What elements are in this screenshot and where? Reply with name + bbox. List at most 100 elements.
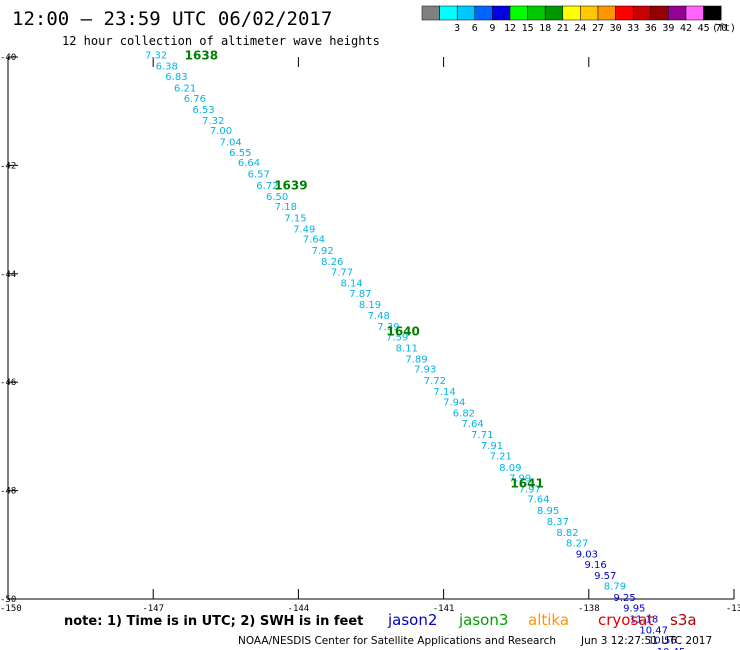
swh-value: 9.25 xyxy=(613,593,635,604)
legend-swatch xyxy=(527,5,546,21)
lat-tick-label: -42 xyxy=(0,161,16,171)
satellite-s3a: s3a xyxy=(670,611,697,629)
legend-label: 6 xyxy=(472,23,478,34)
swh-value: 8.82 xyxy=(556,528,578,539)
swh-value: 8.14 xyxy=(341,278,363,289)
page-title: 12:00 – 23:59 UTC 06/02/2017 xyxy=(12,8,332,30)
swh-value: 10.45 xyxy=(657,647,686,650)
swh-value: 7.99 xyxy=(509,474,531,485)
swh-value: 8.79 xyxy=(604,581,626,592)
legend-label: 42 xyxy=(680,23,692,34)
swh-value: 7.91 xyxy=(481,441,503,452)
legend-label: 15 xyxy=(522,23,534,34)
swh-value: 7.87 xyxy=(349,289,371,300)
swh-value: 7.32 xyxy=(145,50,167,61)
swh-value: 7.14 xyxy=(433,387,455,398)
lat-tick-label: -46 xyxy=(0,378,16,388)
swh-value: 7.21 xyxy=(490,451,512,462)
swh-value: 7.94 xyxy=(443,398,465,409)
legend-swatch xyxy=(439,5,458,21)
swh-value: 6.76 xyxy=(184,94,206,105)
swh-value: 7.64 xyxy=(527,495,549,506)
swh-value: 7.39 xyxy=(377,322,399,333)
footer-credit: NOAA/NESDIS Center for Satellite Applica… xyxy=(238,635,556,647)
swh-value: 8.09 xyxy=(499,463,521,474)
legend-label: 33 xyxy=(627,23,639,34)
lat-tick-label: -44 xyxy=(0,270,16,280)
lon-tick-label: -147 xyxy=(142,604,164,614)
color-legend: 3 6 9 12 15 18 21 24 27 30 33 36 39 42 45 70 xyxy=(421,5,727,34)
footer-note: note: 1) Time is in UTC; 2) SWH is in fe… xyxy=(64,614,363,629)
legend-swatch xyxy=(668,5,687,21)
legend-swatch xyxy=(456,5,476,21)
pass-time-label: 1641 xyxy=(510,476,543,490)
satellite-legend: jason2 jason3 altika cryosat s3a xyxy=(387,611,697,629)
lon-tick-label: -13 xyxy=(726,604,740,614)
legend-label: 27 xyxy=(592,23,604,34)
legend-swatch xyxy=(474,5,493,21)
lat-tick-label: -50 xyxy=(0,595,16,605)
swh-value: 8.27 xyxy=(566,539,588,550)
lon-tick-label: -141 xyxy=(433,604,455,614)
swh-value: 7.00 xyxy=(210,126,232,137)
swh-value: 6.57 xyxy=(248,170,270,181)
legend-swatch xyxy=(597,5,616,21)
legend-swatch xyxy=(615,5,634,21)
swh-value: 10.47 xyxy=(639,625,668,636)
swh-value: 7.92 xyxy=(311,246,333,257)
axis-ticks: -150 -147 -144 -141 -138 -13 -40 -42 -44 -46 -48 -5… xyxy=(0,53,740,614)
page-subtitle: 12 hour collection of altimeter wave hei… xyxy=(62,34,380,48)
swh-value: 6.21 xyxy=(174,83,196,94)
legend-label: 39 xyxy=(662,23,674,34)
swh-value: 11.18 xyxy=(630,615,659,626)
legend-label: 30 xyxy=(610,23,622,34)
legend-swatch xyxy=(544,5,564,21)
legend-swatch xyxy=(509,5,528,21)
swh-value: 6.53 xyxy=(192,105,214,116)
legend-swatch xyxy=(421,5,440,21)
map-axes xyxy=(7,57,734,600)
swh-value: 8.37 xyxy=(547,517,569,528)
pass-time-label: 1639 xyxy=(274,178,307,192)
swh-value: 8.11 xyxy=(396,344,418,355)
legend-label: 36 xyxy=(645,23,657,34)
satellite-altika: altika xyxy=(528,611,569,629)
swh-value: 6.38 xyxy=(156,62,178,73)
swh-value: 9.03 xyxy=(576,549,598,560)
swh-value: 6.72 xyxy=(256,181,278,192)
legend-swatch xyxy=(632,5,652,21)
swh-value: 7.32 xyxy=(202,116,224,127)
swh-value: 7.15 xyxy=(284,213,306,224)
legend-swatch xyxy=(562,5,581,21)
legend-swatch xyxy=(580,5,599,21)
swh-value: 6.55 xyxy=(229,148,251,159)
swh-value: 8.26 xyxy=(321,257,343,268)
lon-tick-label: -150 xyxy=(0,604,22,614)
lon-tick-label: -144 xyxy=(288,604,310,614)
swh-value: 7.64 xyxy=(303,235,325,246)
legend-label: 9 xyxy=(489,23,495,34)
swh-value: 7.59 xyxy=(386,333,408,344)
pass-time-label: 1638 xyxy=(185,48,218,62)
jason2-track: 7.326.386.836.216.766.537.327.007.046.55… xyxy=(145,48,686,650)
swh-value: 7.71 xyxy=(471,430,493,441)
pass-time-label: 1640 xyxy=(386,325,419,339)
legend-label: 45 xyxy=(698,23,710,34)
swh-value: 7.64 xyxy=(462,419,484,430)
legend-label: 24 xyxy=(574,23,586,34)
swh-value: 10.56 xyxy=(648,636,677,647)
swh-value: 7.89 xyxy=(405,354,427,365)
swh-value: 6.64 xyxy=(238,158,260,169)
legend-label: 3 xyxy=(454,23,460,34)
satellite-jason2: jason2 xyxy=(387,611,437,629)
swh-value: 8.95 xyxy=(537,506,559,517)
lat-tick-label: -40 xyxy=(0,53,16,63)
swh-value: 9.57 xyxy=(594,571,616,582)
footer-timestamp: Jun 3 12:27:51 UTC 2017 xyxy=(580,635,712,647)
swh-value: 7.04 xyxy=(220,138,242,149)
legend-swatch xyxy=(685,5,704,21)
satellite-jason3: jason3 xyxy=(458,611,508,629)
legend-swatch xyxy=(492,5,511,21)
